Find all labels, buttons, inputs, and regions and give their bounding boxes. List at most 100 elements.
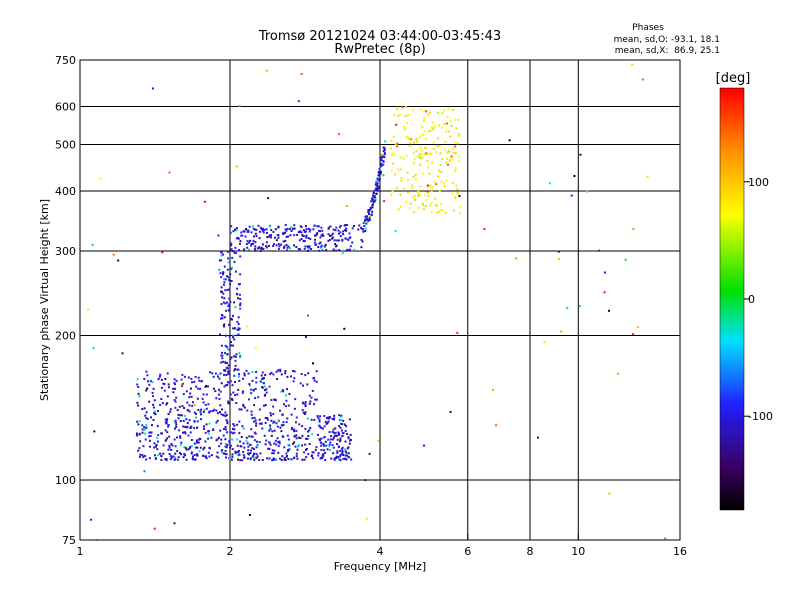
- data-point: [265, 388, 268, 391]
- data-point: [444, 140, 447, 143]
- data-point: [296, 457, 299, 460]
- data-point: [243, 374, 246, 377]
- data-point: [137, 449, 140, 452]
- data-point: [232, 230, 235, 233]
- data-point: [174, 406, 177, 409]
- data-point: [223, 297, 226, 300]
- data-point: [345, 425, 348, 428]
- data-point: [339, 224, 342, 227]
- data-point: [250, 428, 253, 431]
- data-point: [347, 436, 350, 439]
- data-point: [289, 234, 292, 237]
- data-point: [344, 457, 347, 460]
- data-point: [299, 225, 302, 228]
- data-point: [187, 434, 190, 437]
- data-point: [251, 417, 254, 420]
- data-point: [451, 192, 454, 195]
- data-point: [236, 438, 239, 441]
- data-point: [220, 286, 223, 289]
- data-point: [327, 233, 330, 236]
- data-point: [194, 375, 197, 378]
- data-point: [396, 142, 399, 145]
- data-point: [409, 142, 412, 145]
- data-point: [423, 130, 426, 133]
- data-point: [448, 130, 451, 133]
- data-point: [237, 454, 239, 457]
- data-point: [333, 414, 336, 417]
- data-point: [337, 229, 340, 232]
- data-point: [285, 421, 288, 423]
- data-point: [196, 453, 198, 456]
- data-point: [339, 231, 342, 234]
- data-point: [224, 411, 227, 414]
- data-point: [335, 239, 338, 242]
- data-point: [413, 211, 416, 214]
- data-point: [242, 442, 245, 445]
- data-point: [301, 434, 304, 437]
- data-point: [345, 451, 348, 454]
- data-point: [297, 231, 300, 234]
- data-point: [293, 227, 296, 230]
- data-point: [365, 517, 368, 520]
- data-point: [239, 240, 242, 243]
- data-point: [289, 228, 291, 231]
- data-point: [246, 409, 249, 412]
- data-point: [138, 395, 141, 398]
- data-point: [144, 414, 147, 417]
- data-point: [317, 452, 320, 455]
- data-point: [458, 133, 461, 136]
- data-point: [176, 458, 179, 461]
- data-point: [226, 381, 229, 384]
- data-point: [458, 205, 461, 208]
- data-point: [267, 447, 270, 450]
- data-point: [241, 459, 244, 462]
- data-point: [238, 420, 241, 423]
- data-point: [217, 374, 219, 377]
- data-point: [341, 432, 344, 435]
- data-point: [348, 418, 351, 421]
- data-point: [246, 442, 249, 445]
- data-point: [316, 415, 319, 417]
- data-point: [317, 454, 320, 457]
- data-point: [265, 391, 268, 394]
- data-point: [262, 227, 264, 230]
- data-point: [247, 449, 250, 452]
- data-point: [255, 424, 258, 427]
- data-point: [407, 137, 410, 140]
- data-point: [429, 184, 432, 187]
- data-point: [222, 325, 225, 327]
- data-point: [435, 204, 438, 207]
- data-point: [236, 451, 239, 454]
- data-point: [204, 431, 207, 434]
- data-point: [430, 152, 433, 155]
- data-point: [304, 427, 307, 430]
- grid-lines: [79, 60, 681, 540]
- data-point: [338, 425, 341, 427]
- data-point: [410, 138, 413, 141]
- data-point: [258, 246, 261, 249]
- data-point: [348, 456, 351, 459]
- data-point: [327, 227, 330, 230]
- data-point: [261, 247, 264, 250]
- data-point: [189, 427, 192, 429]
- data-point: [221, 296, 224, 299]
- y-tick-label: 600: [55, 101, 76, 114]
- data-point: [237, 333, 240, 336]
- data-point: [191, 404, 194, 407]
- data-point: [443, 185, 446, 188]
- data-point: [290, 458, 293, 461]
- data-point: [242, 427, 245, 430]
- data-point: [304, 411, 307, 414]
- data-point: [445, 179, 448, 182]
- data-point: [141, 428, 144, 431]
- data-point: [343, 327, 346, 330]
- data-point: [328, 416, 331, 418]
- data-point: [143, 432, 146, 435]
- colorbar-tick-label: -100: [748, 410, 773, 423]
- data-point: [281, 389, 284, 392]
- data-point: [231, 399, 234, 401]
- data-point: [338, 414, 341, 417]
- data-point: [305, 456, 308, 459]
- data-point: [440, 180, 443, 183]
